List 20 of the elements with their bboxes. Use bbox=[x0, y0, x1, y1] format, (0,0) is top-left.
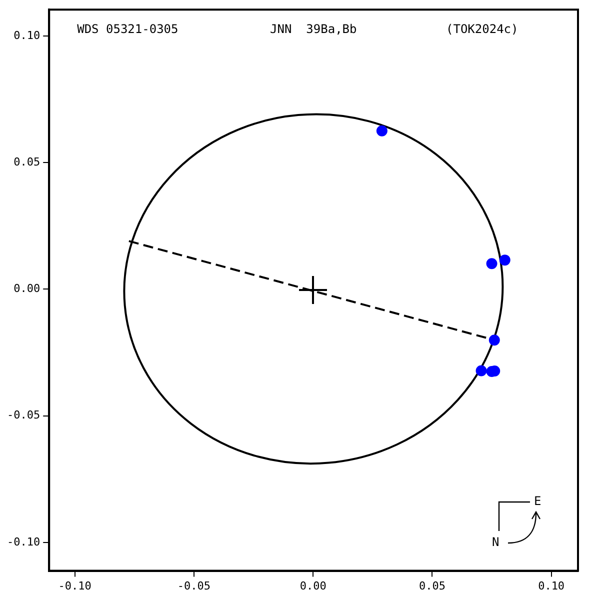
point bbox=[499, 254, 510, 266]
x-tick-label: -0.05 bbox=[177, 579, 211, 592]
text: JNN 39Ba,Bb bbox=[270, 22, 357, 36]
point bbox=[488, 334, 500, 346]
y-tick-label: 0.05 bbox=[14, 155, 40, 168]
annotation: E bbox=[534, 494, 542, 508]
point bbox=[486, 258, 498, 270]
x-tick-label: -0.10 bbox=[58, 579, 92, 592]
point bbox=[476, 365, 487, 376]
text: WDS 05321-0305 bbox=[77, 22, 178, 36]
y-tick-label: 0.10 bbox=[14, 28, 40, 42]
x-tick-label: 0.10 bbox=[538, 579, 565, 592]
y-tick-label: -0.05 bbox=[6, 408, 40, 422]
x-tick-label: 0.00 bbox=[300, 579, 326, 592]
x-tick-label: 0.05 bbox=[418, 579, 446, 592]
y-tick-label: -0.10 bbox=[6, 535, 40, 548]
annotation: (TOK2024c) bbox=[446, 22, 518, 36]
y-tick-label: 0.00 bbox=[14, 282, 40, 296]
annotation: N bbox=[492, 534, 500, 549]
point bbox=[376, 125, 388, 136]
